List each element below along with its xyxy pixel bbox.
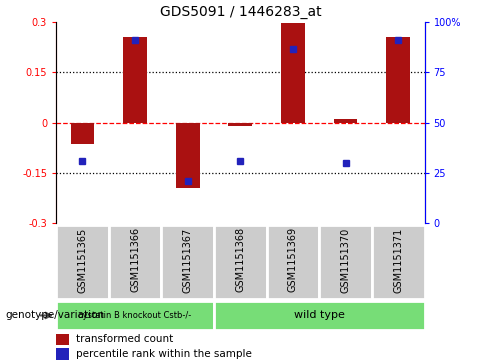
Text: genotype/variation: genotype/variation [5,310,104,321]
Bar [214,225,266,299]
Text: wild type: wild type [294,310,345,321]
Title: GDS5091 / 1446283_at: GDS5091 / 1446283_at [160,5,321,19]
Text: GSM1151367: GSM1151367 [183,227,193,293]
Bar [266,225,319,299]
Text: percentile rank within the sample: percentile rank within the sample [77,349,252,359]
Bar [123,37,147,122]
Text: GSM1151365: GSM1151365 [78,227,87,293]
Bar [281,24,305,122]
Bar [162,225,214,299]
Text: GSM1151368: GSM1151368 [235,227,245,293]
Bar [56,348,69,360]
Text: GSM1151371: GSM1151371 [393,227,403,293]
Bar [56,301,214,330]
Text: GSM1151369: GSM1151369 [288,227,298,293]
Bar [71,122,94,144]
Text: GSM1151366: GSM1151366 [130,227,140,293]
Bar [386,37,410,122]
Text: cystatin B knockout Cstb-/-: cystatin B knockout Cstb-/- [79,311,192,320]
Text: transformed count: transformed count [77,334,174,344]
Bar [109,225,162,299]
Bar [228,122,252,126]
Bar [176,122,200,188]
Bar [319,225,372,299]
Bar [56,225,109,299]
Bar [372,225,425,299]
Bar [334,119,357,122]
Bar [56,334,69,345]
Bar [214,301,425,330]
Text: GSM1151370: GSM1151370 [341,227,350,293]
